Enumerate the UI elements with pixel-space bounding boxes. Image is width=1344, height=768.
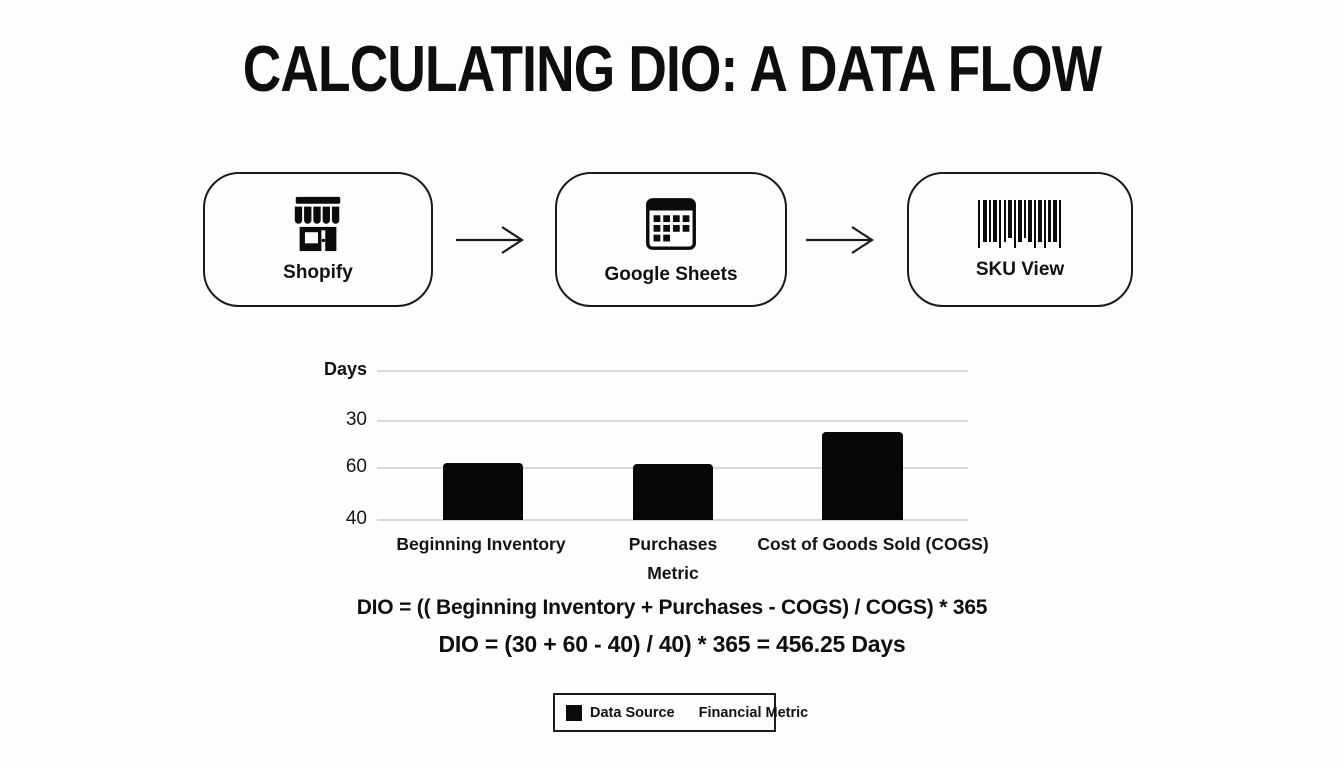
category-label: Purchases — [628, 534, 718, 554]
flow-node-shopify: Shopify — [203, 172, 433, 307]
barcode-icon — [978, 200, 1061, 248]
y-tick-label: 60 — [345, 456, 367, 477]
page-title: CALCULATING DIO: A DATA FLOW — [242, 33, 1102, 106]
legend-swatch-data-source — [566, 704, 582, 721]
chart-bar — [822, 432, 903, 520]
chart-bar — [443, 463, 523, 520]
chart-gridline — [377, 519, 968, 521]
x-axis-label: Metric — [647, 563, 699, 583]
y-axis-label: Days — [323, 359, 367, 379]
dio-formula-numeric: DIO = (30 + 60 - 40) / 40) * 365 = 456.2… — [438, 631, 906, 657]
flow-node-label: Google Sheets — [604, 264, 738, 285]
y-tick-label: 30 — [345, 409, 367, 430]
flow-node-sku-view: SKU View — [907, 172, 1133, 307]
category-label: Beginning Inventory — [396, 534, 566, 554]
chart-gridline — [377, 420, 968, 422]
flow-node-label: SKU View — [975, 259, 1065, 280]
flow-arrow-icon — [806, 226, 875, 254]
spreadsheet-icon — [646, 198, 696, 250]
storefront-icon — [294, 196, 341, 252]
dio-formula-symbolic: DIO = (( Beginning Inventory + Purchases… — [356, 596, 988, 619]
category-label: Cost of Goods Sold (COGS) — [757, 534, 989, 554]
y-tick-label: 40 — [345, 508, 367, 529]
legend-label-financial-metric: Financial Metric — [698, 704, 809, 721]
chart-gridline — [377, 370, 968, 372]
flow-arrow-icon — [456, 226, 525, 254]
flow-node-label: Shopify — [283, 262, 353, 283]
legend-label-data-source: Data Source — [590, 704, 675, 721]
chart-legend: Data Source Financial Metric — [553, 693, 808, 732]
chart-bar — [633, 464, 713, 520]
flow-node-google-sheets: Google Sheets — [555, 172, 787, 307]
